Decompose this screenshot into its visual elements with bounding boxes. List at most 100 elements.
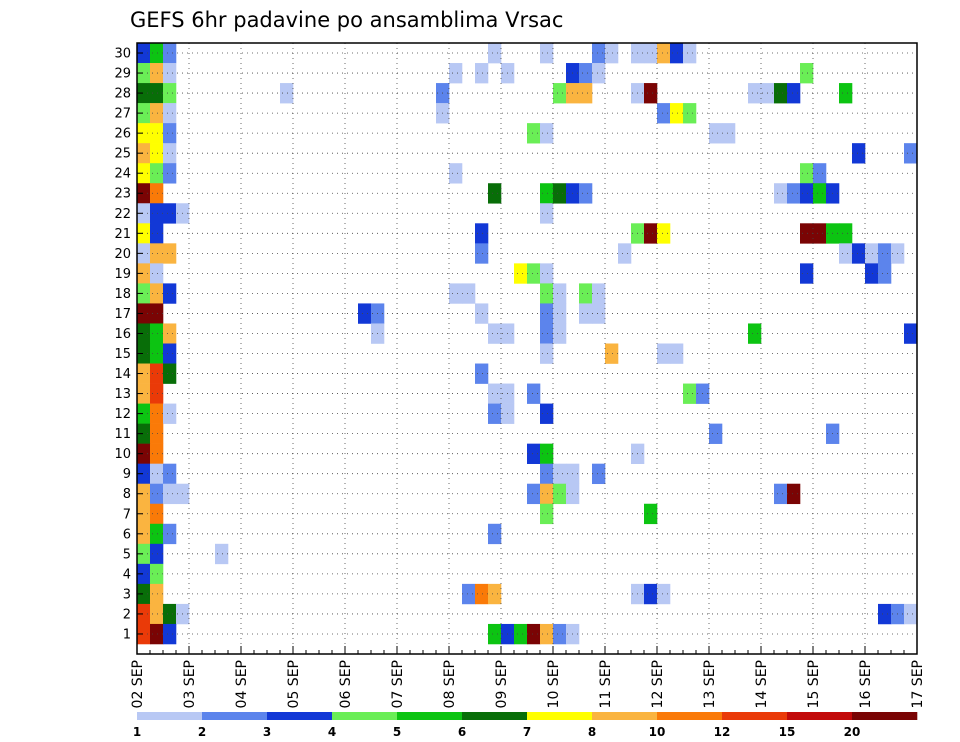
heatmap-cell <box>137 243 151 264</box>
heatmap-cell <box>527 623 541 645</box>
heatmap-cell <box>163 123 177 144</box>
y-tick-label: 6 <box>123 527 131 542</box>
heatmap-cell <box>865 243 879 264</box>
heatmap-cell <box>540 503 554 525</box>
heatmap-cell <box>163 343 177 364</box>
x-tick-label: 06 SEP <box>338 660 354 708</box>
heatmap-cell <box>514 623 528 645</box>
heatmap-cell <box>540 263 554 284</box>
heatmap-cell <box>787 183 801 204</box>
legend-label: 15 <box>779 725 796 739</box>
heatmap-cell <box>592 303 606 324</box>
heatmap-cell <box>150 423 164 444</box>
heatmap-cell <box>150 583 164 605</box>
y-tick-label: 24 <box>114 167 131 182</box>
y-tick-label: 28 <box>114 87 131 102</box>
heatmap-cell <box>800 63 814 84</box>
heatmap-cell <box>163 483 177 505</box>
heatmap-cell <box>163 203 177 224</box>
heatmap-cell <box>475 63 489 84</box>
heatmap-cell <box>774 183 788 204</box>
heatmap-cell <box>137 363 151 384</box>
legend-label: 4 <box>328 725 336 739</box>
heatmap-cell <box>540 203 554 224</box>
heatmap-cell <box>137 543 151 565</box>
y-tick-label: 27 <box>114 107 131 122</box>
heatmap-cell <box>137 503 151 525</box>
heatmap-cell <box>475 223 489 244</box>
heatmap-cell <box>137 403 151 424</box>
heatmap-cell <box>514 263 528 284</box>
heatmap-cell <box>748 323 762 344</box>
y-tick-label: 13 <box>114 387 131 402</box>
heatmap-cell <box>644 223 658 244</box>
heatmap-cell <box>449 283 463 304</box>
heatmap-cell <box>137 483 151 505</box>
heatmap-cell <box>488 523 502 545</box>
heatmap-cell <box>150 123 164 144</box>
y-tick-label: 20 <box>114 247 131 262</box>
y-tick-label: 23 <box>114 187 131 202</box>
heatmap-cell <box>527 483 541 505</box>
x-tick-label: 10 SEP <box>546 660 562 708</box>
heatmap-cell <box>150 223 164 244</box>
heatmap-cell <box>488 323 502 344</box>
heatmap-cell <box>527 383 541 404</box>
heatmap-cell <box>592 43 606 64</box>
heatmap-cell <box>163 163 177 184</box>
y-tick-label: 11 <box>114 427 131 442</box>
heatmap-cells <box>137 43 918 645</box>
x-tick-label: 12 SEP <box>650 660 666 708</box>
legend-label: 8 <box>588 725 596 739</box>
y-tick-label: 29 <box>114 67 131 82</box>
x-tick-label: 15 SEP <box>806 660 822 708</box>
x-tick-label: 11 SEP <box>598 660 614 708</box>
y-tick-label: 16 <box>114 327 131 342</box>
heatmap-cell <box>163 103 177 124</box>
heatmap-cell <box>540 283 554 304</box>
heatmap-cell <box>488 403 502 424</box>
heatmap-cell <box>644 583 658 605</box>
heatmap-cell <box>657 583 671 605</box>
heatmap-cell <box>150 363 164 384</box>
heatmap-cell <box>670 43 684 64</box>
heatmap-cell <box>449 163 463 184</box>
legend-label: 6 <box>458 725 466 739</box>
heatmap-cell <box>163 43 177 64</box>
heatmap-cell <box>670 103 684 124</box>
heatmap-cell <box>579 83 593 104</box>
heatmap-cell <box>540 123 554 144</box>
legend-label: 20 <box>844 725 861 739</box>
heatmap-cell <box>813 163 827 184</box>
chart-title: GEFS 6hr padavine po ansamblima Vrsac <box>130 8 563 32</box>
heatmap-cell <box>683 103 697 124</box>
heatmap-cell <box>150 203 164 224</box>
heatmap-cell <box>150 303 164 324</box>
heatmap-cell <box>449 63 463 84</box>
heatmap-cell <box>150 563 164 585</box>
heatmap-cell <box>150 83 164 104</box>
heatmap-cell <box>475 243 489 264</box>
heatmap-cell <box>137 323 151 344</box>
heatmap-cell <box>657 43 671 64</box>
heatmap-cell <box>709 123 723 144</box>
x-tick-label: 14 SEP <box>754 660 770 708</box>
heatmap-cell <box>540 463 554 485</box>
heatmap-cell <box>904 603 918 625</box>
x-tick-label: 05 SEP <box>286 660 302 708</box>
heatmap-cell <box>787 483 801 505</box>
heatmap-cell <box>540 183 554 204</box>
heatmap-cell <box>163 623 177 645</box>
y-tick-label: 19 <box>114 267 131 282</box>
y-tick-label: 30 <box>114 47 131 62</box>
heatmap-cell <box>150 543 164 565</box>
x-tick-label: 17 SEP <box>910 660 926 708</box>
legend-label: 12 <box>714 725 731 739</box>
heatmap-cell <box>137 583 151 605</box>
heatmap-cell <box>553 183 567 204</box>
heatmap-cell <box>878 263 892 284</box>
heatmap-cell <box>163 403 177 424</box>
heatmap-cell <box>605 43 619 64</box>
heatmap-cell <box>670 343 684 364</box>
